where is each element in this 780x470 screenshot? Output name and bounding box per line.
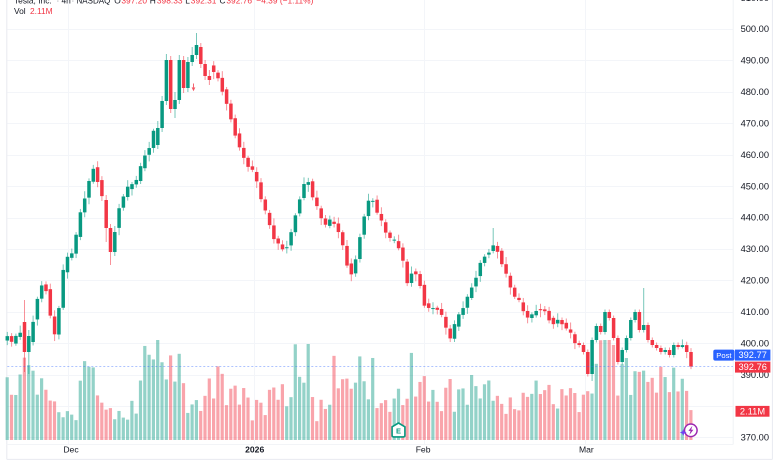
svg-text:Tesla, Inc.: Tesla, Inc. [14, 0, 52, 6]
svg-text:Feb: Feb [416, 444, 431, 454]
svg-text:450.00: 450.00 [741, 181, 769, 191]
svg-text:Post: Post [716, 351, 732, 360]
svg-text:Vol: Vol [14, 6, 26, 16]
svg-text:420.00: 420.00 [741, 276, 769, 286]
svg-text:NASDAQ: NASDAQ [77, 0, 111, 6]
svg-text:500.00: 500.00 [741, 24, 769, 34]
svg-text:510.00: 510.00 [741, 0, 769, 3]
svg-text:480.00: 480.00 [741, 87, 769, 97]
svg-text:−4.39 (−1.11%): −4.39 (−1.11%) [256, 0, 313, 6]
svg-text:490.00: 490.00 [741, 56, 769, 66]
svg-text:400.00: 400.00 [741, 338, 769, 348]
svg-text:2.11M: 2.11M [30, 6, 53, 16]
svg-text:2.11M: 2.11M [740, 406, 765, 416]
svg-text:370.00: 370.00 [741, 433, 769, 443]
svg-text:392.31: 392.31 [191, 0, 217, 6]
svg-text:410.00: 410.00 [741, 307, 769, 317]
svg-text:H: H [150, 0, 156, 6]
svg-text:392.77: 392.77 [738, 350, 766, 360]
svg-text:397.20: 397.20 [121, 0, 147, 6]
svg-text:Dec: Dec [63, 444, 79, 454]
svg-text:460.00: 460.00 [741, 150, 769, 160]
svg-text:E: E [396, 426, 401, 435]
svg-text:440.00: 440.00 [741, 213, 769, 223]
svg-text:398.33: 398.33 [157, 0, 183, 6]
svg-text:430.00: 430.00 [741, 244, 769, 254]
svg-text:390.00: 390.00 [741, 370, 769, 380]
svg-text:392.76: 392.76 [226, 0, 252, 6]
svg-text:O: O [114, 0, 121, 6]
svg-text:470.00: 470.00 [741, 119, 769, 129]
svg-text:C: C [220, 0, 226, 6]
svg-text:Mar: Mar [579, 444, 594, 454]
svg-text:·: · [57, 0, 60, 6]
svg-text:2026: 2026 [245, 444, 264, 454]
svg-text:392.76: 392.76 [738, 362, 766, 372]
svg-text:L: L [185, 0, 190, 6]
svg-text:·: · [72, 0, 75, 6]
svg-text:4h: 4h [62, 0, 72, 6]
